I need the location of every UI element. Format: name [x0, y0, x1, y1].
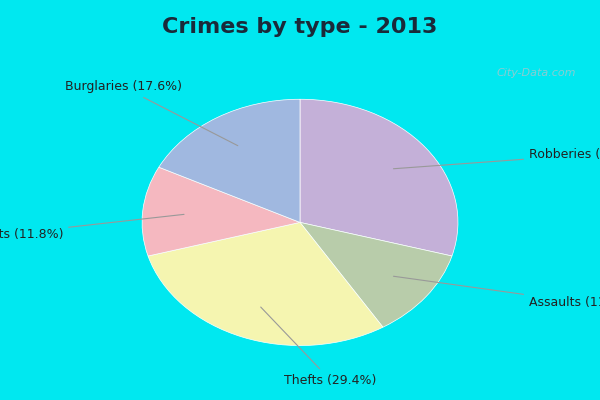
Text: Burglaries (17.6%): Burglaries (17.6%) — [65, 80, 238, 146]
Text: City-Data.com: City-Data.com — [497, 68, 577, 78]
Text: Thefts (29.4%): Thefts (29.4%) — [261, 307, 377, 386]
Wedge shape — [142, 167, 300, 256]
Text: Crimes by type - 2013: Crimes by type - 2013 — [163, 17, 437, 37]
Wedge shape — [148, 222, 383, 346]
Wedge shape — [159, 99, 300, 222]
Wedge shape — [300, 99, 458, 256]
Text: Assaults (11.8%): Assaults (11.8%) — [394, 276, 600, 309]
Text: Auto thefts (11.8%): Auto thefts (11.8%) — [0, 214, 184, 241]
Wedge shape — [300, 222, 452, 327]
Text: Robberies (29.4%): Robberies (29.4%) — [394, 148, 600, 169]
